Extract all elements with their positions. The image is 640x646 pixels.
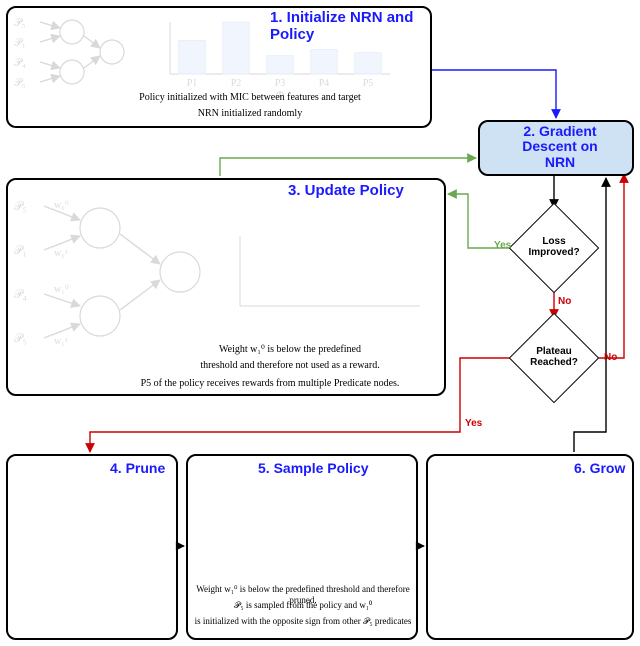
text-1b: NRN initialized randomly xyxy=(100,108,400,119)
edge-no-2: No xyxy=(604,352,617,363)
edge-yes-2: Yes xyxy=(465,418,482,429)
title-5: 5. Sample Policy xyxy=(258,460,369,476)
edge-no-1: No xyxy=(558,296,571,307)
title-2: 2. Gradient Descent on NRN xyxy=(500,124,620,170)
text-5c: is initialized with the opposite sign fr… xyxy=(190,616,416,627)
title-1: 1. Initialize NRN and Policy xyxy=(270,10,413,43)
panel-5-sample-policy xyxy=(186,454,418,640)
diamond-plateau-label: Plateau Reached? xyxy=(514,346,594,368)
title-4: 4. Prune xyxy=(110,460,165,476)
text-1a: Policy initialized with MIC between feat… xyxy=(100,92,400,103)
text-3a: Weight w₁⁰ is below the predefined xyxy=(150,344,430,355)
edge-yes-1: Yes xyxy=(494,240,511,251)
title-6: 6. Grow xyxy=(574,460,625,476)
panel-6-grow xyxy=(426,454,634,640)
title-3: 3. Update Policy xyxy=(288,182,404,199)
text-5b: 𝒫₅ is sampled from the policy and w₁⁰ xyxy=(190,600,416,611)
diamond-loss-label: Loss Improved? xyxy=(514,236,594,258)
text-3c: P5 of the policy receives rewards from m… xyxy=(100,378,440,389)
panel-4-prune xyxy=(6,454,178,640)
text-3b: threshold and therefore not used as a re… xyxy=(150,360,430,371)
